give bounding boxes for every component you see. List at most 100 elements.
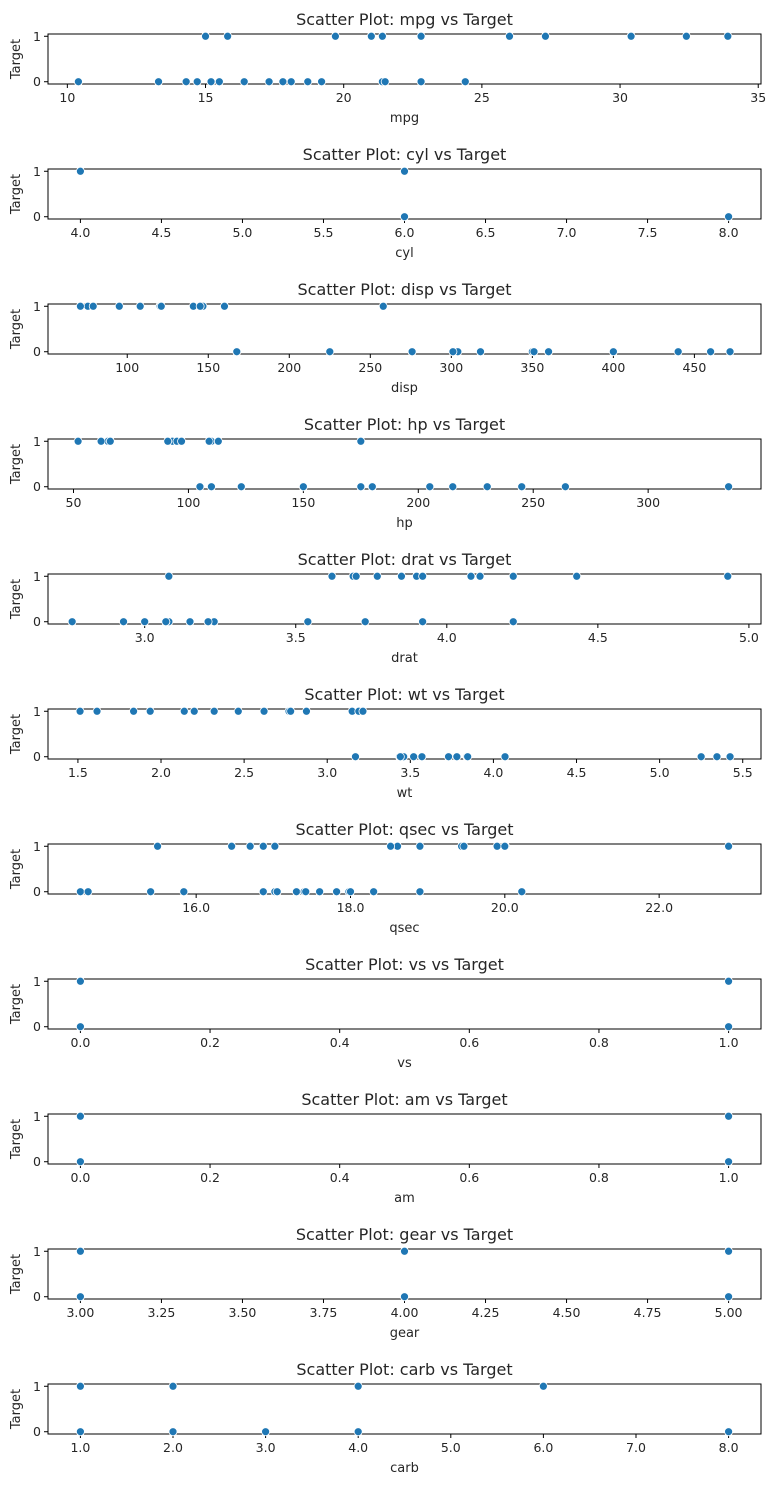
data-point <box>204 436 214 446</box>
data-point <box>400 1246 409 1256</box>
data-point <box>206 77 216 87</box>
x-tick-label: 5.00 <box>715 1305 743 1320</box>
subplot-mpg: Scatter Plot: mpg vs Target 0 1 10 15 20 25 30 3… <box>9 10 766 126</box>
x-tick-label: 16.0 <box>182 900 210 915</box>
data-point <box>380 77 390 87</box>
data-point <box>75 706 85 716</box>
data-point <box>207 482 216 492</box>
data-point <box>459 841 469 851</box>
x-tick-label: 5.0 <box>650 765 670 780</box>
plot-frame <box>47 303 762 355</box>
data-point <box>317 77 326 87</box>
chart-title: Scatter Plot: mpg vs Target <box>296 10 513 29</box>
data-point <box>163 436 173 446</box>
x-tick-label: 7.5 <box>638 225 658 240</box>
x-tick-label: 4.50 <box>553 1305 581 1320</box>
data-point <box>724 1157 733 1167</box>
y-axis-label: Target <box>9 174 24 215</box>
x-tick-label: 3.75 <box>310 1305 338 1320</box>
data-point <box>572 571 582 581</box>
x-axis-label: drat <box>391 651 418 666</box>
x-tick-label: 300 <box>439 360 463 375</box>
subplot-carb: Scatter Plot: carb vs Target 0 1 1.0 2.0 3.0 4… <box>9 1360 762 1476</box>
x-tick-label: 30 <box>612 90 628 105</box>
subplot-qsec: Scatter Plot: qsec vs Target 0 1 16.0 18.0 20… <box>9 820 762 936</box>
data-point <box>400 1292 409 1302</box>
data-point <box>425 482 435 492</box>
data-point <box>223 31 233 41</box>
x-tick-label: 4.0 <box>437 630 457 645</box>
data-point <box>377 31 387 41</box>
data-point <box>145 706 155 716</box>
data-point <box>724 212 733 222</box>
data-point <box>156 301 166 311</box>
data-point <box>508 617 518 627</box>
data-point <box>332 887 341 897</box>
data-point <box>351 571 361 581</box>
data-point <box>214 77 224 87</box>
y-axis-label: Target <box>9 444 24 485</box>
y-tick-label: 0 <box>33 344 41 359</box>
x-axis-label: cyl <box>395 246 413 261</box>
x-tick-label: 5.0 <box>441 1440 461 1455</box>
x-tick-label: 2.0 <box>151 765 171 780</box>
x-tick-label: 250 <box>358 360 382 375</box>
x-tick-label: 25 <box>474 90 490 105</box>
y-tick-label: 1 <box>33 1244 41 1259</box>
subplot-wt: Scatter Plot: wt vs Target 0 1 1.5 2.0 2.5 3.0… <box>9 685 762 801</box>
x-tick-label: 4.5 <box>151 225 171 240</box>
data-point <box>119 617 128 627</box>
x-tick-label: 4.5 <box>567 765 587 780</box>
y-axis-label: Target <box>9 309 24 350</box>
data-point <box>76 1246 85 1256</box>
x-tick-label: 350 <box>520 360 544 375</box>
x-tick-label: 7.0 <box>557 225 577 240</box>
data-point <box>366 31 376 41</box>
x-tick-label: 3.5 <box>286 630 306 645</box>
x-tick-label: 22.0 <box>645 900 673 915</box>
data-point <box>418 571 428 581</box>
x-tick-label: 4.0 <box>483 765 503 780</box>
x-axis-label: hp <box>396 516 413 531</box>
chart-title: Scatter Plot: drat vs Target <box>298 550 512 569</box>
data-point <box>195 301 205 311</box>
data-point <box>397 571 406 581</box>
data-point <box>356 482 366 492</box>
data-point <box>544 347 553 357</box>
x-tick-label: 0.4 <box>330 1035 350 1050</box>
data-point <box>292 887 301 897</box>
data-point <box>724 1022 733 1032</box>
y-axis-label: Target <box>9 1254 24 1295</box>
data-point <box>367 482 377 492</box>
data-point <box>517 887 527 897</box>
data-point <box>67 617 77 627</box>
data-point <box>213 436 223 446</box>
chart-title: Scatter Plot: carb vs Target <box>296 1360 512 1379</box>
data-point <box>153 841 162 851</box>
data-point <box>258 887 268 897</box>
y-axis-label: Target <box>9 849 24 890</box>
plot-frame <box>47 1248 762 1300</box>
data-point <box>88 301 98 311</box>
plot-frame <box>47 843 762 895</box>
y-tick-label: 0 <box>33 1289 41 1304</box>
subplot-gear: Scatter Plot: gear vs Target 0 1 3.00 3.25 3.… <box>9 1225 762 1341</box>
data-point <box>724 1111 733 1121</box>
subplot-drat: Scatter Plot: drat vs Target 0 1 3.0 3.5 4.0 4… <box>9 550 762 666</box>
data-point <box>378 301 388 311</box>
x-tick-label: 0.0 <box>70 1170 90 1185</box>
x-tick-label: 20.0 <box>491 900 519 915</box>
data-point <box>505 31 514 41</box>
data-point <box>626 31 636 41</box>
data-point <box>192 77 202 87</box>
x-tick-label: 300 <box>636 495 660 510</box>
data-point <box>673 347 683 357</box>
data-point <box>508 571 518 581</box>
x-tick-label: 4.5 <box>588 630 608 645</box>
data-point <box>386 841 396 851</box>
data-point <box>407 347 417 357</box>
data-point <box>76 1381 85 1391</box>
data-point <box>92 706 102 716</box>
y-tick-label: 1 <box>33 704 41 719</box>
